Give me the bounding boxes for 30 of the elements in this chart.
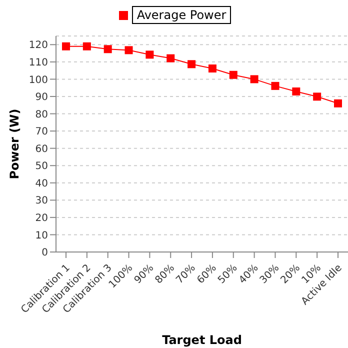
point: [82, 42, 91, 50]
y-tick-label: 50: [35, 161, 48, 172]
y-tick-label: 80: [35, 109, 48, 120]
y-tick-label: 100: [28, 74, 48, 86]
point: [188, 60, 196, 68]
point: [104, 45, 112, 54]
point: [146, 50, 154, 59]
y-tick-label: 0: [42, 248, 48, 259]
y-tick-label: 40: [35, 178, 48, 190]
y-tick-label: 30: [35, 196, 48, 207]
legend-label: Average Power: [132, 6, 232, 24]
point: [271, 82, 280, 90]
point: [292, 87, 300, 96]
y-tick-label: 110: [28, 57, 48, 68]
y-tick-label: 10: [35, 230, 48, 242]
y-tick-label: 120: [28, 40, 48, 52]
point: [166, 54, 175, 62]
point: [250, 75, 258, 84]
x-axis-title: Target Load: [162, 333, 242, 347]
y-tick-label: 90: [35, 92, 48, 104]
y-tick-label: 70: [35, 126, 48, 138]
y-tick-label: 20: [35, 212, 48, 224]
point: [208, 64, 216, 72]
y-axis-title: Power (W): [7, 108, 22, 180]
point: [62, 42, 70, 50]
point: [124, 46, 133, 54]
point: [229, 70, 238, 79]
point: [313, 92, 322, 101]
point: [334, 99, 342, 108]
y-tick-label: 60: [35, 144, 48, 155]
